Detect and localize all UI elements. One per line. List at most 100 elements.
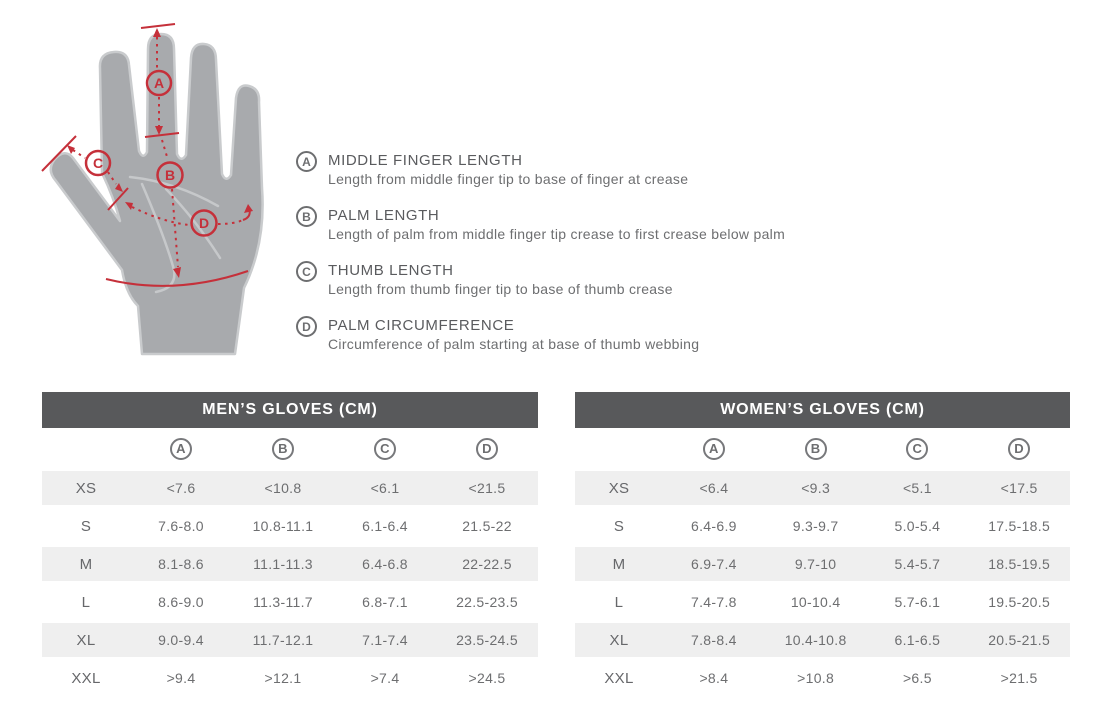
value-cell: 10-10.4 [790,594,841,610]
table-row: XS <7.6 <10.8 <6.1 <21.5 [42,469,538,507]
value-cell: 18.5-19.5 [988,556,1051,572]
size-label: XXL [604,669,634,687]
size-label: M [612,555,626,573]
hand-silhouette [49,32,264,356]
column-c-badge: C [374,437,396,460]
column-a-badge: A [702,437,725,460]
size-label: XS [608,479,630,497]
womens-header-col-b: B [765,437,867,460]
size-label: S [80,517,92,535]
womens-table-title: WOMEN’S GLOVES (CM) [575,392,1070,428]
column-a-badge: A [170,437,192,460]
table-row: L 8.6-9.0 11.3-11.7 6.8-7.1 22.5-23.5 [42,583,538,621]
mens-table-title: MEN’S GLOVES (CM) [42,392,538,428]
value-cell: >9.4 [166,670,196,686]
value-cell: 8.6-9.0 [158,594,204,610]
value-cell: 17.5-18.5 [988,518,1051,534]
value-cell: 9.0-9.4 [158,632,204,648]
column-d-badge: D [476,437,498,460]
womens-gloves-table: WOMEN’S GLOVES (CM) A B C D XS <6.4 <9.3… [575,392,1070,697]
measurement-c-marker [41,135,129,211]
size-label: XXL [71,669,101,687]
womens-header-col-c: C [867,437,969,460]
measurement-a-badge [145,69,173,97]
measurement-a-marker [140,23,180,138]
measurement-d-arrows [125,202,253,213]
value-cell: 11.1-11.3 [253,556,313,572]
table-row: XL 7.8-8.4 10.4-10.8 6.1-6.5 20.5-21.5 [575,621,1070,659]
value-cell: 8.1-8.6 [158,556,204,572]
measurement-c-letter: C [93,155,103,171]
value-cell: 6.1-6.4 [362,518,408,534]
mens-header-col-c: C [334,437,436,460]
legend-c-text: THUMB LENGTH Length from thumb finger ti… [328,261,673,299]
table-row: S 7.6-8.0 10.8-11.1 6.1-6.4 21.5-22 [42,507,538,545]
value-cell: 19.5-20.5 [988,594,1051,610]
value-cell: 10.8-11.1 [252,518,314,534]
column-d-badge: D [1008,437,1031,460]
value-cell: 22.5-23.5 [456,594,518,610]
value-cell: 7.6-8.0 [158,518,204,534]
table-row: XS <6.4 <9.3 <5.1 <17.5 [575,469,1070,507]
value-cell: 6.8-7.1 [362,594,408,610]
mens-header-col-b: B [232,437,334,460]
table-row: M 8.1-8.6 11.1-11.3 6.4-6.8 22-22.5 [42,545,538,583]
table-row: L 7.4-7.8 10-10.4 5.7-6.1 19.5-20.5 [575,583,1070,621]
measurement-d-badge [190,209,218,237]
measurement-a-arrows [153,28,163,135]
table-row: XXL >8.4 >10.8 >6.5 >21.5 [575,659,1070,697]
table-row: XXL >9.4 >12.1 >7.4 >24.5 [42,659,538,697]
table-row: S 6.4-6.9 9.3-9.7 5.0-5.4 17.5-18.5 [575,507,1070,545]
value-cell: 6.1-6.5 [894,632,941,648]
mens-header-col-a: A [130,437,232,460]
value-cell: >21.5 [1000,670,1038,686]
legend-a-text: MIDDLE FINGER LENGTH Length from middle … [328,151,688,189]
column-c-badge: C [906,437,929,460]
womens-table-header-row: A B C D [575,428,1070,469]
measurement-c-arrows [67,145,123,192]
value-cell: 5.4-5.7 [894,556,941,572]
value-cell: <10.8 [264,480,302,496]
value-cell: 11.7-12.1 [252,632,314,648]
value-cell: >6.5 [902,670,932,686]
value-cell: <9.3 [801,480,831,496]
value-cell: >8.4 [699,670,729,686]
value-cell: <6.1 [370,480,400,496]
value-cell: 20.5-21.5 [988,632,1051,648]
value-cell: >10.8 [797,670,835,686]
size-label: XS [75,479,97,497]
measurement-b-marker [105,139,249,287]
legend-item-d: D PALM CIRCUMFERENCE Circumference of pa… [296,316,876,354]
value-cell: 9.3-9.7 [792,518,839,534]
measurement-c-badge [84,149,112,177]
table-row: XL 9.0-9.4 11.7-12.1 7.1-7.4 23.5-24.5 [42,621,538,659]
mens-gloves-table: MEN’S GLOVES (CM) A B C D XS <7.6 <10.8 … [42,392,538,697]
legend-a-title: MIDDLE FINGER LENGTH [328,152,523,169]
value-cell: 7.1-7.4 [362,632,408,648]
table-row: M 6.9-7.4 9.7-10 5.4-5.7 18.5-19.5 [575,545,1070,583]
value-cell: 10.4-10.8 [784,632,847,648]
legend-d-badge: D [296,316,317,337]
legend-a-description: Length from middle finger tip to base of… [328,171,689,187]
value-cell: 7.4-7.8 [691,594,737,610]
womens-header-col-d: D [968,437,1070,460]
legend-item-a: A MIDDLE FINGER LENGTH Length from middl… [296,151,876,189]
measurement-a-letter: A [154,75,164,91]
legend-d-title: PALM CIRCUMFERENCE [328,317,515,334]
value-cell: <5.1 [902,480,932,496]
value-cell: 6.4-6.8 [362,556,408,572]
measurement-b-badge [156,161,184,189]
value-cell: <17.5 [1000,480,1038,496]
value-cell: 5.7-6.1 [894,594,941,610]
measurement-legend: A MIDDLE FINGER LENGTH Length from middl… [296,151,876,354]
column-b-badge: B [272,437,294,460]
value-cell: >7.4 [370,670,400,686]
measurement-d-letter: D [199,215,209,231]
measurement-b-letter: B [165,167,175,183]
value-cell: >12.1 [264,670,302,686]
value-cell: <7.6 [166,480,196,496]
value-cell: >24.5 [468,670,506,686]
hand-measurement-diagram: A B C [38,8,270,358]
size-label: M [79,555,93,573]
